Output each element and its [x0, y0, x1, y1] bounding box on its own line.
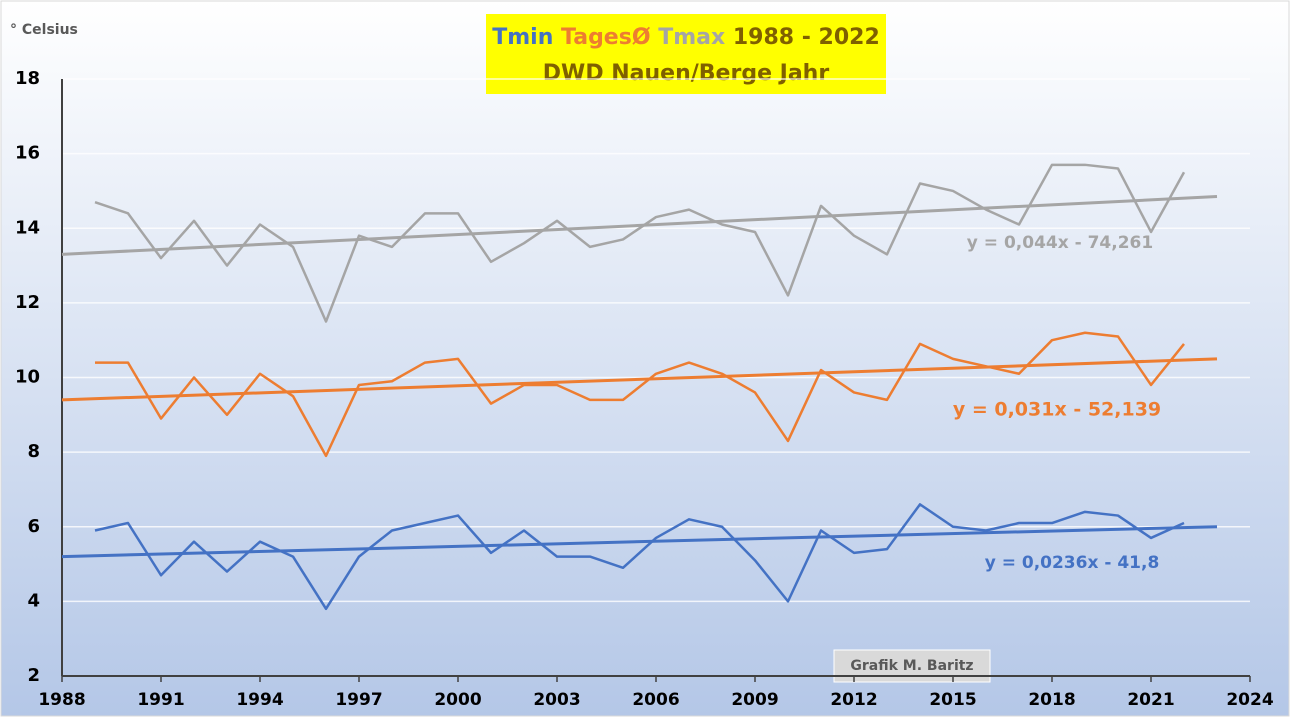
title-series: TagesØ: [561, 25, 651, 50]
trend-equation: y = 0,0236x - 41,8: [985, 553, 1160, 573]
title-series: Tmin: [492, 25, 553, 50]
y-tick-label: 12: [15, 292, 40, 313]
trend-equation: y = 0,044x - 74,261: [967, 233, 1153, 253]
x-tick-label: 1994: [236, 690, 283, 710]
series-line: [95, 331, 1185, 458]
trend-line: [61, 195, 1218, 256]
x-tick-label: 2021: [1127, 690, 1174, 710]
title-box: [486, 14, 886, 94]
x-tick-label: 2000: [434, 690, 481, 710]
chart-title: Tmin TagesØ Tmax 1988 - 2022: [492, 25, 880, 50]
x-tick-label: 1988: [38, 690, 85, 710]
trend-equation: y = 0,031x - 52,139: [953, 399, 1161, 421]
x-tick-label: 2012: [830, 690, 877, 710]
y-tick-label: 10: [15, 367, 40, 388]
x-tick-label: 1991: [137, 690, 184, 710]
series-line: [94, 503, 1185, 611]
y-tick-label: 4: [27, 590, 40, 611]
series-line: [94, 163, 1186, 323]
x-tick-label: 2018: [1028, 690, 1075, 710]
title-series: Tmax: [658, 25, 725, 50]
y-tick-label: 16: [15, 143, 40, 164]
x-tick-label: 2006: [632, 690, 679, 710]
y-tick-label: 6: [27, 516, 40, 537]
y-tick-label: 14: [15, 217, 40, 238]
x-tick-label: 2003: [533, 690, 580, 710]
title-years: 1988 - 2022: [733, 25, 880, 50]
credit: Grafik M. Baritz: [850, 658, 973, 674]
x-tick-label: 2015: [929, 690, 976, 710]
y-tick-label: 2: [27, 665, 40, 686]
trend-line: [61, 525, 1218, 559]
chart-subtitle: DWD Nauen/Berge Jahr: [543, 61, 830, 86]
x-tick-label: 2024: [1226, 690, 1273, 710]
trend-line: [61, 357, 1218, 402]
y-tick-label: 18: [15, 68, 40, 89]
x-tick-label: 1997: [335, 690, 382, 710]
x-tick-label: 2009: [731, 690, 778, 710]
y-axis-label: ° Celsius: [10, 22, 78, 38]
y-tick-label: 8: [27, 441, 40, 462]
